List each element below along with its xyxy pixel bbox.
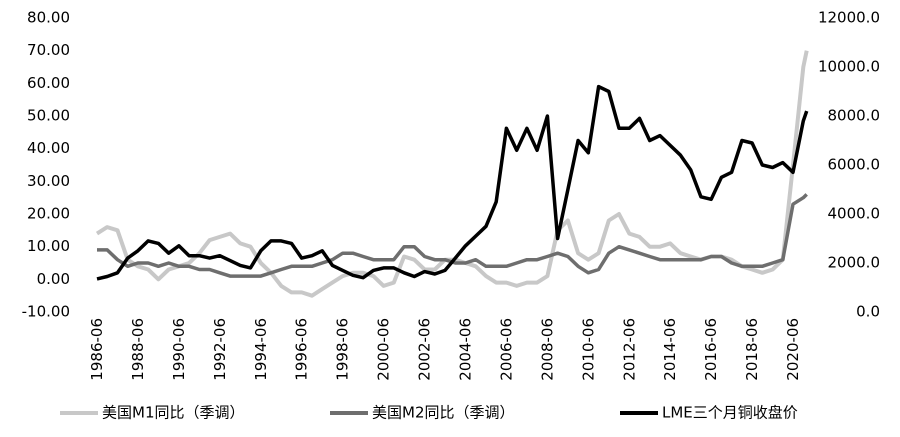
y-tick-label: 80.00 [27, 9, 70, 27]
y2-tick-label: 2000.0 [828, 254, 881, 272]
y-tick-label: 10.00 [27, 237, 70, 255]
x-tick-label: 1994-06 [252, 318, 270, 381]
x-tick-label: 1988-06 [129, 318, 147, 381]
x-tick-label: 1998-06 [334, 318, 352, 381]
x-tick-label: 2008-06 [538, 318, 556, 381]
x-tick-label: 1992-06 [211, 318, 229, 381]
x-tick-label: 2004-06 [456, 318, 474, 381]
y2-tick-label: 12000.0 [818, 9, 880, 27]
x-tick-label: 2010-06 [579, 318, 597, 381]
y2-tick-label: 0.0 [856, 303, 880, 321]
y-tick-label: 70.00 [27, 41, 70, 59]
x-tick-label: 2018-06 [743, 318, 761, 381]
y-tick-label: -10.00 [22, 303, 70, 321]
y-tick-label: 0.00 [37, 270, 70, 288]
x-tick-label: 1986-06 [88, 318, 106, 381]
y-tick-label: 30.00 [27, 172, 70, 190]
x-tick-label: 2000-06 [375, 318, 393, 381]
x-tick-label: 1990-06 [170, 318, 188, 381]
series-line [97, 193, 808, 278]
x-tick-label: 2016-06 [702, 318, 720, 381]
x-tick-label: 2020-06 [784, 318, 802, 381]
y-tick-label: 20.00 [27, 205, 70, 223]
y-tick-label: 50.00 [27, 107, 70, 125]
legend-label: 美国M2同比（季调） [372, 404, 515, 422]
legend-label: 美国M1同比（季调） [102, 404, 245, 422]
x-tick-label: 2012-06 [620, 318, 638, 381]
legend-label: LME三个月铜收盘价 [662, 404, 798, 422]
series-line [96, 84, 809, 281]
y-tick-label: 40.00 [27, 139, 70, 157]
y2-tick-label: 8000.0 [828, 107, 881, 125]
x-tick-label: 2006-06 [497, 318, 515, 381]
y2-tick-label: 6000.0 [828, 156, 881, 174]
x-tick-label: 2002-06 [416, 318, 434, 381]
x-tick-label: 1996-06 [293, 318, 311, 381]
x-tick-label: 2014-06 [661, 318, 679, 381]
y2-tick-label: 4000.0 [828, 205, 881, 223]
y-tick-label: 60.00 [27, 74, 70, 92]
y2-tick-label: 10000.0 [818, 58, 880, 76]
